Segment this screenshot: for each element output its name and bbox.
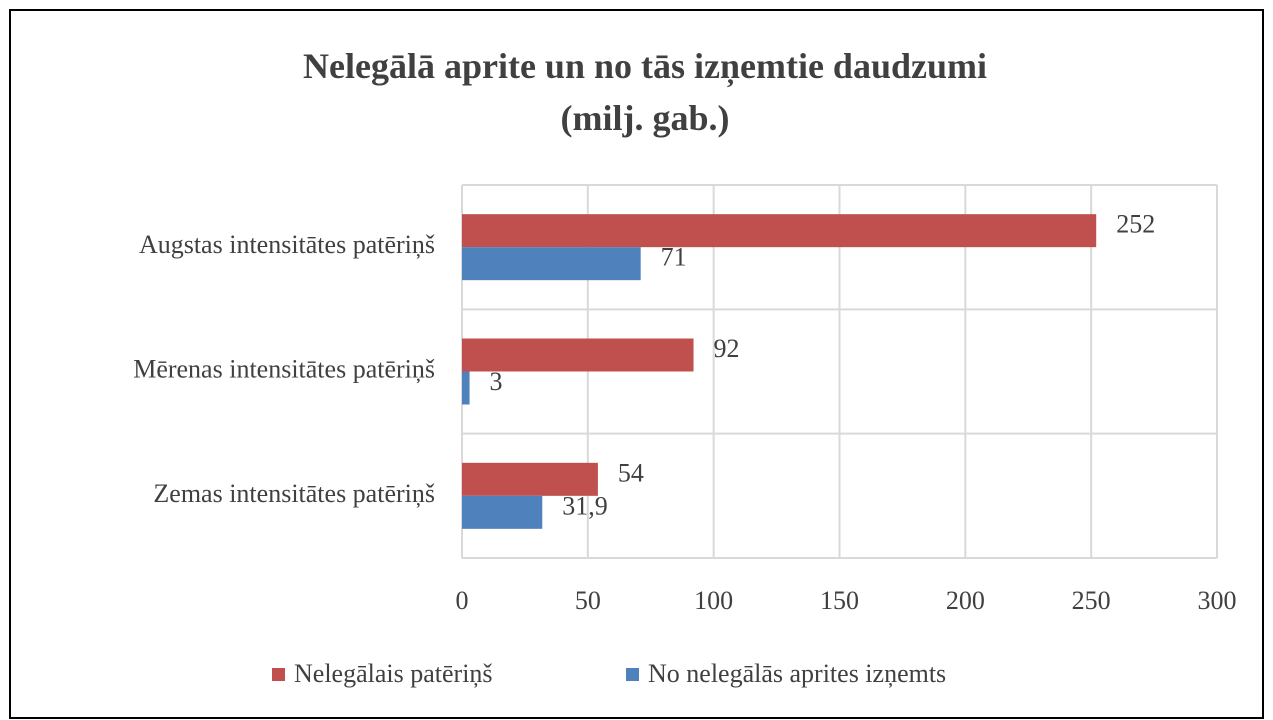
data-label: 31,9: [562, 491, 608, 520]
bar: [462, 495, 543, 529]
legend-label: No nelegālās aprites izņemts: [648, 659, 946, 688]
x-tick-label: 300: [1198, 586, 1237, 615]
data-label: 252: [1116, 210, 1155, 239]
bar: [462, 462, 598, 496]
x-tick-label: 250: [1072, 586, 1111, 615]
x-tick-label: 100: [694, 586, 733, 615]
x-tick-label: 0: [456, 586, 469, 615]
category-label: Augstas intensitātes patēriņš: [139, 230, 435, 259]
bar: [462, 247, 641, 281]
data-label: 71: [661, 243, 687, 272]
bar: [462, 338, 694, 372]
chart-title: Nelegālā aprite un no tās izņemtie daudz…: [303, 46, 987, 138]
data-label: 92: [714, 334, 740, 363]
category-label: Zemas intensitātes patēriņš: [153, 479, 435, 508]
x-tick-label: 50: [575, 586, 601, 615]
x-tick-label: 200: [946, 586, 985, 615]
data-label: 3: [490, 367, 503, 396]
bar: [462, 371, 470, 405]
bar: [462, 214, 1097, 248]
data-label: 54: [618, 458, 644, 487]
x-tick-label: 150: [820, 586, 859, 615]
frame: [9, 9, 1264, 719]
legend-swatch: [272, 668, 285, 681]
category-label: Mērenas intensitātes patēriņš: [133, 354, 435, 383]
legend-swatch: [626, 668, 639, 681]
legend-label: Nelegālais patēriņš: [294, 659, 493, 688]
